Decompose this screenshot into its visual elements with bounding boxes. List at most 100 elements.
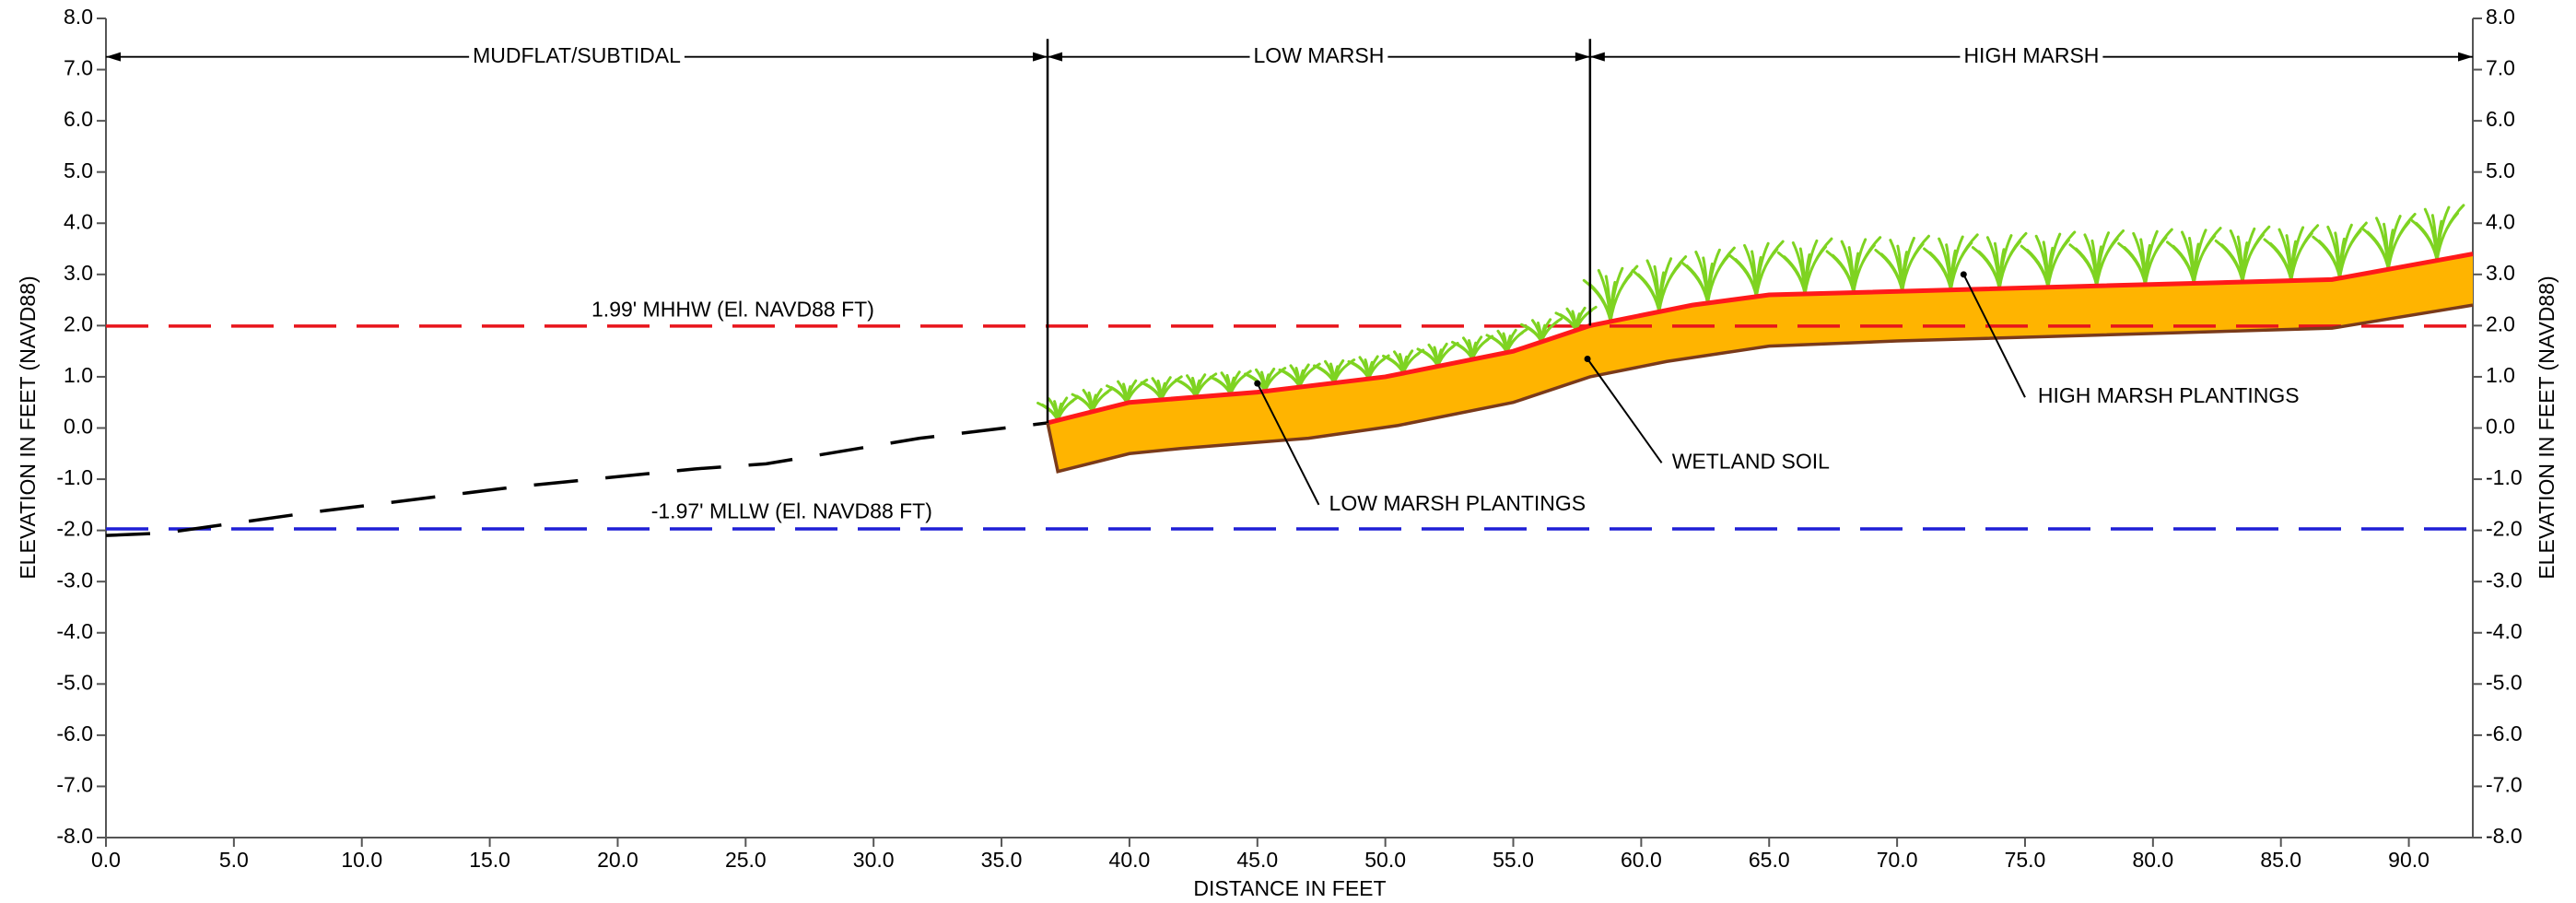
soil-bottom: [1046, 303, 2474, 474]
y-tick-label: -4.0: [56, 619, 93, 643]
y2-tick-label: 0.0: [2486, 415, 2515, 439]
leader-line: [1256, 382, 1320, 506]
y-tick-label: 1.0: [64, 363, 93, 387]
y-tick-label: 4.0: [64, 209, 93, 233]
planting-tuft: [1347, 354, 1390, 381]
x-tick-label: 60.0: [1621, 848, 1662, 872]
x-tick-label: 40.0: [1109, 848, 1151, 872]
x-tick-label: 25.0: [725, 848, 767, 872]
planting-tuft: [2360, 212, 2417, 271]
x-tick-label: 65.0: [1749, 848, 1790, 872]
y2-tick-label: 3.0: [2486, 261, 2515, 285]
y2-tick-label: -3.0: [2486, 568, 2523, 592]
existing-grade: [105, 421, 1048, 537]
x-tick-label: 85.0: [2260, 848, 2301, 872]
planting-tuft: [1874, 234, 1930, 293]
leader-dot: [1960, 271, 1967, 278]
planting-tuft: [2408, 204, 2465, 263]
planting-tuft: [2068, 229, 2125, 287]
x-tick-label: 35.0: [981, 848, 1023, 872]
callout-label: HIGH MARSH PLANTINGS: [2038, 383, 2300, 407]
y2-tick-label: -7.0: [2486, 773, 2523, 797]
y2-tick-label: 5.0: [2486, 158, 2515, 182]
planting-tuft: [1175, 372, 1218, 399]
y-tick-label: 3.0: [64, 261, 93, 285]
planting-tuft: [2165, 227, 2222, 285]
leader-line: [1587, 358, 1663, 463]
y2-tick-label: 7.0: [2486, 56, 2515, 80]
x-axis-title: DISTANCE IN FEET: [1193, 876, 1386, 900]
y2-tick-label: -8.0: [2486, 824, 2523, 848]
planting-tuft: [1680, 246, 1736, 305]
x-tick-label: 80.0: [2132, 848, 2173, 872]
x-tick-label: 5.0: [219, 848, 249, 872]
planting-tuft: [1776, 237, 1833, 296]
y-tick-label: 7.0: [64, 56, 93, 80]
planting-tuft: [2020, 230, 2077, 289]
y-tick-label: 2.0: [64, 311, 93, 335]
planting-tuft: [1140, 375, 1183, 402]
y2-tick-label: 8.0: [2486, 5, 2515, 29]
soil-fill: [1048, 253, 2473, 472]
planting-tuft: [1825, 236, 1882, 295]
planting-tuft: [1631, 255, 1688, 313]
y-tick-label: 8.0: [64, 5, 93, 29]
x-tick-label: 55.0: [1493, 848, 1534, 872]
planting-tuft: [1036, 395, 1080, 422]
planting-tuft: [1485, 327, 1528, 355]
zone-label: LOW MARSH: [1254, 43, 1385, 67]
planting-tuft: [1582, 264, 1639, 323]
zone-label: MUDFLAT/SUBTIDAL: [473, 43, 681, 67]
y2-tick-label: -1.0: [2486, 465, 2523, 489]
y2-tick-label: 1.0: [2486, 363, 2515, 387]
zone-label-bg: [1960, 43, 2103, 70]
y2-tick-label: -2.0: [2486, 517, 2523, 541]
y2-tick-label: 2.0: [2486, 311, 2515, 335]
planting-tuft: [2312, 221, 2368, 280]
y-tick-label: -5.0: [56, 670, 93, 694]
y-tick-label: 6.0: [64, 107, 93, 131]
x-tick-label: 10.0: [341, 848, 382, 872]
planting-tuft: [1450, 334, 1494, 361]
callout-label: WETLAND SOIL: [1672, 449, 1830, 473]
marsh-surface: [1047, 252, 2474, 426]
y2-tick-label: 4.0: [2486, 209, 2515, 233]
x-tick-label: 70.0: [1877, 848, 1918, 872]
leader-line: [1962, 274, 2026, 398]
planting-tuft: [1381, 348, 1425, 375]
planting-tuft: [1278, 362, 1321, 389]
y-axis-title: ELEVATION IN FEET (NAVD88): [16, 276, 40, 579]
y2-axis-title: ELEVATION IN FEET (NAVD88): [2535, 276, 2558, 579]
y-tick-label: -1.0: [56, 465, 93, 489]
y2-tick-label: -5.0: [2486, 670, 2523, 694]
planting-tuft: [1923, 233, 1979, 292]
planting-tuft: [1313, 358, 1356, 385]
y-tick-label: -6.0: [56, 721, 93, 745]
x-tick-label: 90.0: [2388, 848, 2430, 872]
planting-tuft: [1519, 317, 1563, 344]
y-tick-label: -8.0: [56, 824, 93, 848]
y-tick-label: -3.0: [56, 568, 93, 592]
planting-tuft: [1106, 378, 1149, 405]
planting-tuft: [1071, 387, 1114, 414]
y-tick-label: 5.0: [64, 158, 93, 182]
x-tick-label: 15.0: [469, 848, 510, 872]
zone-label-bg: [1249, 43, 1388, 70]
plantings: [1036, 204, 2465, 422]
planting-tuft: [1209, 369, 1252, 396]
leader-dot: [1584, 355, 1591, 362]
x-tick-label: 0.0: [91, 848, 121, 872]
y-tick-label: -2.0: [56, 517, 93, 541]
y2-tick-label: -6.0: [2486, 721, 2523, 745]
x-tick-label: 20.0: [597, 848, 638, 872]
planting-tuft: [1971, 231, 2028, 290]
reference-label: -1.97' MLLW (El. NAVD88 FT): [651, 498, 932, 522]
planting-tuft: [1554, 305, 1598, 332]
planting-tuft: [2214, 225, 2271, 284]
leader-dot: [1254, 380, 1261, 387]
x-tick-label: 50.0: [1364, 848, 1406, 872]
zone-label-bg: [469, 43, 685, 70]
x-tick-label: 75.0: [2005, 848, 2046, 872]
planting-tuft: [1728, 240, 1785, 299]
y2-tick-label: 6.0: [2486, 107, 2515, 131]
